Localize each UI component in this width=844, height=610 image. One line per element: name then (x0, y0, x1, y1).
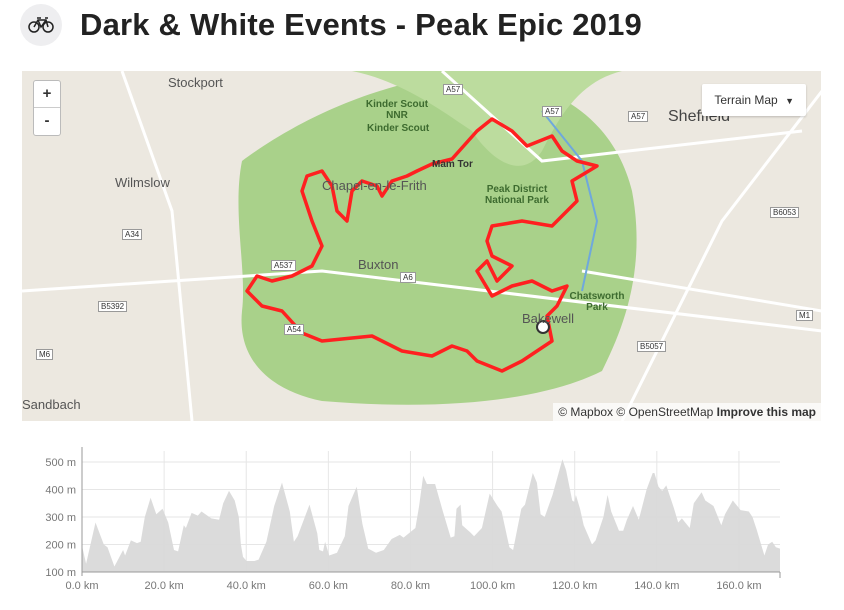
y-tick-label: 200 m (45, 540, 76, 552)
header: Dark & White Events - Peak Epic 2019 (20, 4, 642, 46)
road-label: A54 (284, 324, 305, 335)
map-terrain (22, 71, 821, 421)
road-label: M6 (36, 349, 54, 360)
road-label: B5392 (98, 301, 128, 312)
road-label: A57 (443, 84, 464, 95)
place-label: Wilmslow (115, 175, 170, 190)
osm-link[interactable]: © OpenStreetMap (616, 405, 714, 419)
mapbox-link[interactable]: © Mapbox (558, 405, 614, 419)
zoom-control: + - (33, 80, 61, 136)
road-label: A57 (628, 111, 649, 122)
x-tick-label: 80.0 km (391, 580, 430, 592)
road-label: M1 (796, 310, 814, 321)
bicycle-icon (20, 4, 62, 46)
map-attribution: © Mapbox © OpenStreetMap Improve this ma… (553, 403, 821, 421)
x-tick-label: 0.0 km (65, 580, 98, 592)
y-tick-label: 500 m (45, 457, 76, 469)
x-tick-label: 140.0 km (634, 580, 679, 592)
x-tick-label: 160.0 km (716, 580, 761, 592)
place-label: Buxton (358, 257, 399, 272)
x-tick-label: 40.0 km (227, 580, 266, 592)
elevation-chart[interactable]: 100 m 200 m 300 m 400 m 500 m 0.0 km 20.0 km 40… (0, 440, 844, 610)
y-tick-label: 100 m (45, 567, 76, 579)
place-label: Bakewell (522, 311, 575, 326)
route-map[interactable]: Stockport Sheffield Wilmslow Chapel-en-l… (22, 71, 821, 421)
map-type-label: Terrain Map (714, 93, 778, 107)
x-tick-label: 60.0 km (309, 580, 348, 592)
road-label: A537 (271, 260, 296, 271)
park-label: Mam Tor (432, 159, 473, 170)
park-label: Peak District National Park (485, 184, 549, 206)
improve-map-link[interactable]: Improve this map (716, 405, 816, 419)
x-tick-label: 120.0 km (552, 580, 597, 592)
park-label: Kinder Scout (367, 123, 430, 134)
x-tick-label: 100.0 km (470, 580, 515, 592)
road-label: B5057 (637, 341, 667, 352)
y-tick-label: 400 m (45, 485, 76, 497)
page-title: Dark & White Events - Peak Epic 2019 (80, 7, 642, 42)
caret-down-icon: ▼ (785, 96, 794, 106)
zoom-in-button[interactable]: + (34, 81, 60, 108)
route-line (245, 117, 599, 373)
park-label: Kinder Scout NNR (365, 99, 429, 121)
road-label: A57 (542, 106, 563, 117)
place-label: Sandbach (22, 397, 81, 412)
elevation-area (82, 459, 780, 572)
road-label: A6 (400, 272, 416, 283)
finish-flag-icon (536, 320, 550, 334)
y-tick-label: 300 m (45, 512, 76, 524)
x-tick-label: 20.0 km (145, 580, 184, 592)
place-label: Stockport (168, 75, 223, 90)
road-label: A34 (122, 229, 143, 240)
park-label: Chatsworth Park (569, 291, 625, 313)
map-type-dropdown[interactable]: Terrain Map ▼ (702, 84, 806, 116)
place-label: Chapel-en-le-Frith (322, 178, 427, 193)
road-label: B6053 (770, 207, 800, 218)
zoom-out-button[interactable]: - (44, 112, 50, 129)
